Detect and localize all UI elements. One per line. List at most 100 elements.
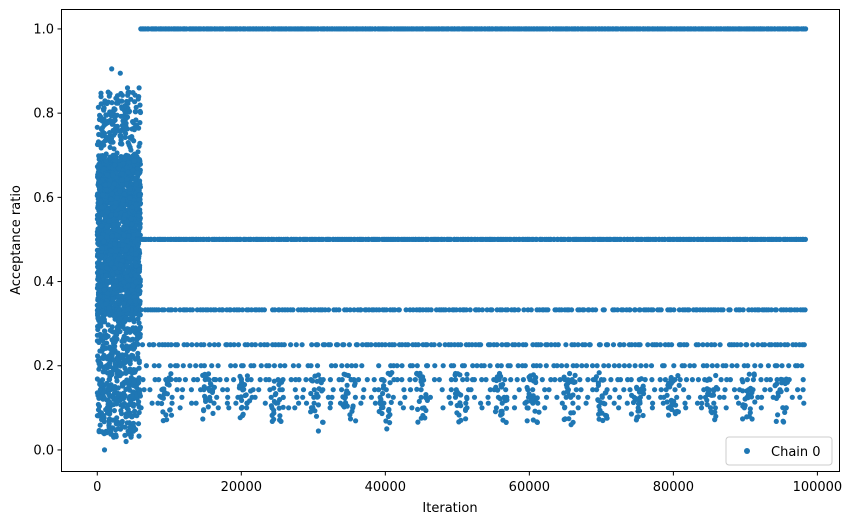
data-point <box>308 409 314 415</box>
data-point <box>99 417 105 423</box>
data-point <box>152 377 158 383</box>
data-point <box>530 387 536 393</box>
data-point <box>224 377 230 383</box>
data-point <box>424 363 431 369</box>
data-point <box>97 394 103 400</box>
data-point <box>554 394 560 400</box>
data-point <box>128 375 134 381</box>
data-point <box>746 371 752 377</box>
data-point <box>598 399 604 406</box>
data-point <box>458 342 464 348</box>
data-point <box>377 401 383 407</box>
data-point <box>448 387 454 393</box>
data-point <box>645 342 651 348</box>
data-point <box>752 363 758 369</box>
data-point <box>103 112 109 118</box>
data-point <box>136 312 142 318</box>
data-point <box>349 363 355 369</box>
data-point <box>209 363 215 369</box>
data-point <box>559 400 565 406</box>
data-point <box>516 342 522 348</box>
data-point <box>417 370 423 376</box>
data-point <box>463 406 469 412</box>
data-point <box>101 238 107 245</box>
data-point <box>384 426 390 432</box>
data-point <box>607 394 613 400</box>
data-point <box>108 248 115 254</box>
data-point <box>135 379 141 385</box>
data-point <box>800 387 806 393</box>
data-point <box>133 272 139 278</box>
data-point <box>698 405 705 411</box>
data-point <box>137 224 143 230</box>
data-point <box>720 307 726 313</box>
data-point <box>134 337 140 343</box>
data-point <box>582 342 588 348</box>
data-point <box>114 112 120 118</box>
data-point <box>412 377 418 383</box>
data-point <box>95 353 101 359</box>
data-point <box>552 377 558 383</box>
data-point <box>125 290 131 296</box>
data-point <box>130 167 136 173</box>
data-point <box>691 363 697 369</box>
data-point <box>499 342 505 348</box>
data-point <box>97 172 103 178</box>
data-point <box>458 417 464 423</box>
data-point <box>107 91 113 97</box>
data-point <box>590 387 596 393</box>
data-point <box>126 255 132 261</box>
data-point <box>468 387 474 393</box>
data-point <box>146 342 152 348</box>
data-point <box>97 283 103 289</box>
data-point <box>119 122 125 129</box>
scatter-points <box>94 26 809 453</box>
data-point <box>252 394 258 400</box>
data-point <box>211 384 217 390</box>
data-point <box>428 307 434 313</box>
data-point <box>172 307 179 313</box>
data-point <box>107 155 113 161</box>
data-point <box>105 322 111 328</box>
data-point <box>300 387 307 393</box>
data-point <box>385 393 391 399</box>
data-point <box>646 394 652 400</box>
data-point <box>303 377 309 383</box>
legend: Chain 0 <box>725 436 833 466</box>
data-point <box>361 387 367 393</box>
data-point <box>394 363 400 369</box>
data-point <box>124 405 130 411</box>
data-point <box>95 274 101 280</box>
data-point <box>382 342 388 348</box>
data-point <box>131 197 137 203</box>
data-point <box>721 394 727 400</box>
data-point <box>778 342 784 348</box>
data-point <box>360 394 366 400</box>
data-point <box>548 342 554 348</box>
data-point <box>669 342 675 348</box>
data-point <box>211 400 217 406</box>
data-point <box>308 363 314 369</box>
data-point <box>117 363 123 369</box>
data-point <box>414 363 420 369</box>
data-point <box>713 372 719 379</box>
data-point <box>632 307 638 313</box>
data-point <box>489 307 495 313</box>
data-point <box>364 377 370 383</box>
data-point <box>505 342 511 348</box>
data-point <box>115 368 122 375</box>
data-point <box>95 251 101 257</box>
data-point <box>103 345 109 351</box>
data-point <box>481 363 487 369</box>
data-point <box>122 134 128 140</box>
data-point <box>109 233 115 239</box>
data-point <box>117 311 123 317</box>
data-point <box>575 342 581 348</box>
data-point <box>512 342 518 348</box>
y-tick-label: 0.4 <box>33 275 54 290</box>
data-point <box>96 162 102 168</box>
data-point <box>566 416 572 422</box>
data-point <box>137 326 143 332</box>
data-point <box>638 376 645 382</box>
data-point <box>132 259 138 266</box>
